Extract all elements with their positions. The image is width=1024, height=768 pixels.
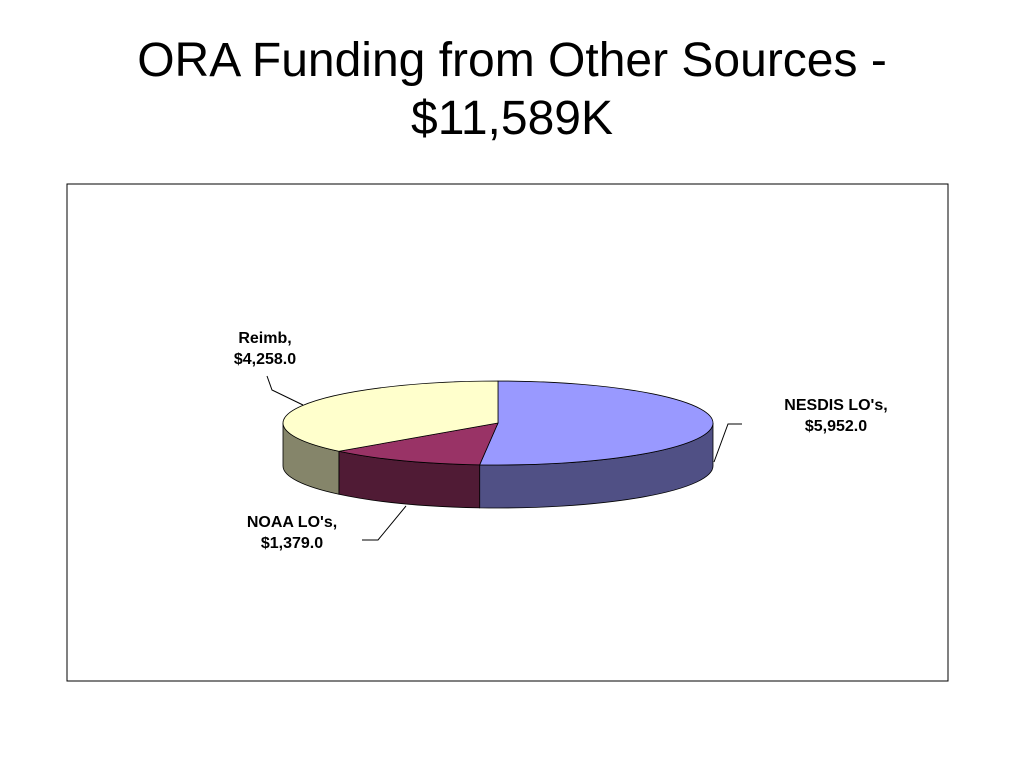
data-label: NOAA LO's, $1,379.0 (247, 514, 337, 552)
data-label: Reimb, $4,258.0 (234, 330, 296, 368)
value-label: $4,258.0 (234, 351, 296, 368)
slice (479, 380, 714, 466)
data-label: NESDIS LO's, $5,952.0 (784, 397, 887, 435)
slice (282, 380, 499, 452)
leader-line (362, 505, 407, 541)
chart-title: ORA Funding from Other Sources - $11,589… (137, 34, 887, 145)
value-label: $1,379.0 (261, 535, 323, 552)
value-label: $5,952.0 (805, 418, 867, 435)
leader-line (713, 423, 742, 463)
category-label: Reimb, (238, 330, 291, 347)
category-label: NOAA LO's, (247, 514, 337, 531)
slice (338, 422, 499, 466)
leader-line (266, 375, 304, 406)
category-label: NESDIS LO's, (784, 397, 887, 414)
